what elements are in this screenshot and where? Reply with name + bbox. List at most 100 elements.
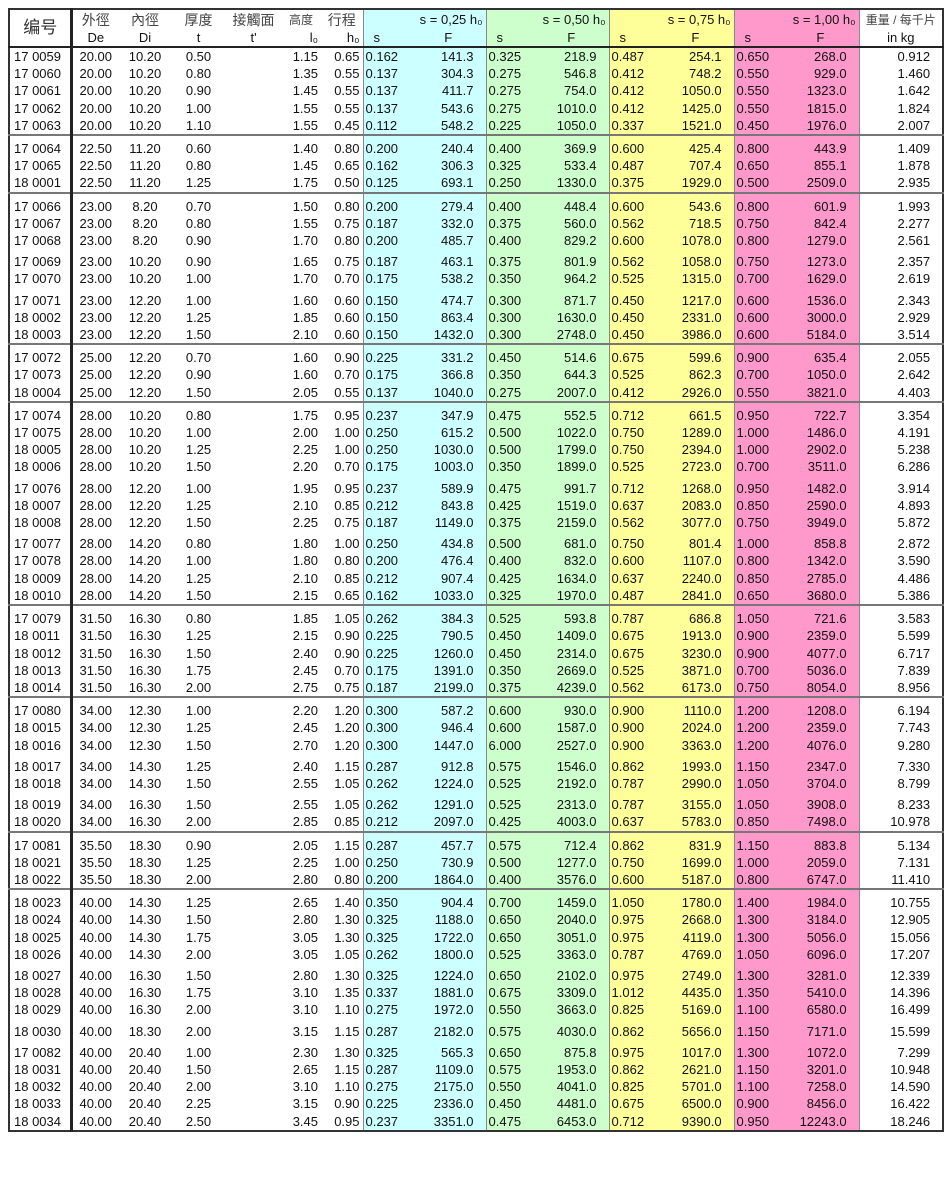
s-075: 1.050	[608, 894, 658, 912]
table-row: 18 0015 34.00 12.30 1.25 2.45 1.20 0.300 946.4 0…	[9, 719, 944, 737]
stroke: 0.60	[334, 292, 360, 308]
outer-diameter: 40.00	[79, 946, 113, 962]
free-height: 1.40	[292, 141, 318, 157]
s-025: 0.200	[362, 870, 411, 890]
inner-diameter: 14.20	[128, 570, 162, 586]
part-number: 18 0033	[9, 1095, 73, 1113]
f-075: 2083.0	[657, 496, 735, 515]
part-number: 17 0065	[9, 157, 73, 175]
thickness: 1.50	[185, 912, 212, 928]
free-height: 2.10	[292, 327, 318, 343]
contact-face	[226, 702, 281, 719]
inner-diameter: 12.20	[128, 480, 162, 496]
free-height: 3.05	[292, 946, 318, 962]
s-050: 0.375	[485, 678, 535, 698]
group-separator	[9, 753, 944, 758]
f-025: 1881.0	[411, 984, 487, 1002]
f-100: 1536.0	[782, 291, 860, 309]
inner-diameter: 12.20	[128, 327, 162, 343]
weight: 10.755	[858, 894, 944, 912]
f-100: 4077.0	[782, 644, 860, 662]
s-025: 0.262	[362, 945, 411, 963]
stroke: 1.15	[334, 758, 360, 774]
f-100: 7498.0	[782, 813, 860, 832]
contact-face	[226, 854, 281, 871]
s-025: 0.262	[362, 610, 411, 628]
free-height: 1.55	[292, 215, 318, 231]
f-100: 3821.0	[782, 383, 860, 402]
contact-face	[226, 292, 281, 309]
s-100: 0.550	[733, 99, 783, 117]
weight: 7.743	[858, 719, 944, 737]
part-number: 18 0027	[9, 966, 73, 985]
inner-diameter: 16.30	[128, 645, 162, 661]
free-height: 2.25	[292, 442, 318, 458]
header-s-3: s	[733, 30, 783, 48]
part-number: 17 0063	[9, 116, 73, 136]
inner-diameter: 14.30	[128, 758, 162, 774]
s-050: 0.450	[485, 627, 535, 645]
part-number: 18 0016	[9, 736, 73, 754]
f-050: 1022.0	[534, 424, 610, 442]
s-050: 0.575	[485, 757, 535, 775]
free-height: 3.15	[292, 1096, 318, 1112]
outer-diameter: 23.00	[79, 198, 113, 214]
thickness: 1.25	[185, 570, 212, 586]
weight: 8.233	[858, 796, 944, 814]
s-075: 0.487	[608, 47, 658, 66]
s-075: 0.562	[608, 214, 658, 233]
inner-diameter: 12.30	[128, 737, 162, 753]
f-050: 1519.0	[534, 496, 610, 515]
f-050: 3363.0	[534, 945, 610, 963]
contact-face	[226, 1044, 281, 1061]
thickness: 1.50	[185, 327, 212, 343]
contact-face	[226, 117, 281, 135]
stroke: 0.45	[334, 117, 360, 133]
f-025: 463.1	[411, 253, 487, 271]
header-t-prime: t'	[226, 30, 281, 48]
f-050: 1459.0	[534, 894, 610, 912]
part-number: 18 0025	[9, 928, 73, 946]
free-height: 2.20	[292, 703, 318, 719]
thickness: 0.90	[185, 83, 212, 99]
table-row: 18 0017 34.00 14.30 1.25 2.40 1.15 0.287 912.8 0…	[9, 757, 944, 775]
outer-diameter: 40.00	[79, 929, 113, 945]
free-height: 1.65	[292, 254, 318, 270]
part-number: 18 0003	[9, 326, 73, 345]
f-050: 644.3	[534, 366, 610, 384]
free-height: 2.05	[292, 837, 318, 853]
f-050: 1630.0	[534, 308, 610, 327]
weight: 3.583	[858, 610, 944, 628]
free-height: 1.85	[292, 309, 318, 325]
f-025: 912.8	[411, 757, 487, 775]
outer-diameter: 40.00	[79, 967, 113, 983]
s-025: 0.262	[362, 774, 411, 793]
part-number: 18 0014	[9, 678, 73, 698]
thickness: 1.00	[185, 292, 212, 308]
stroke: 1.05	[334, 797, 360, 813]
outer-diameter: 35.50	[79, 871, 113, 887]
free-height: 1.55	[292, 100, 318, 116]
f-075: 718.5	[657, 214, 735, 233]
f-050: 3051.0	[534, 928, 610, 946]
weight: 15.599	[858, 1022, 944, 1040]
s-050: 0.600	[485, 719, 535, 737]
inner-diameter: 12.20	[128, 350, 162, 366]
weight: 1.824	[858, 99, 944, 117]
s-025: 0.200	[362, 140, 411, 158]
s-025: 0.137	[362, 99, 411, 117]
f-100: 3511.0	[782, 458, 860, 476]
header-t-cn: 厚度	[184, 12, 213, 28]
outer-diameter: 25.00	[79, 384, 113, 400]
s-050: 0.275	[485, 383, 535, 402]
part-number: 17 0061	[9, 82, 73, 100]
s-050: 0.350	[485, 458, 535, 476]
s-075: 0.750	[608, 853, 658, 871]
stroke: 0.75	[334, 215, 360, 231]
thickness: 2.50	[185, 1113, 212, 1129]
weight: 6.194	[858, 702, 944, 720]
f-075: 686.8	[657, 610, 735, 628]
s-100: 0.950	[733, 1112, 783, 1131]
thickness: 1.25	[185, 854, 212, 870]
table-row: 17 0065 22.50 11.20 0.80 1.45 0.65 0.162 306.3 0…	[9, 157, 944, 175]
